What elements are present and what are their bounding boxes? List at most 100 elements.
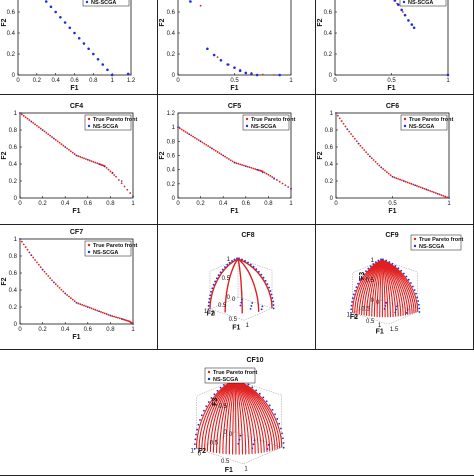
ns-scga-point xyxy=(354,289,356,292)
true-front-point xyxy=(90,307,93,310)
ns-scga-point xyxy=(365,270,367,273)
true-front-point xyxy=(423,187,426,190)
plot-frame-cf3 xyxy=(334,0,449,76)
true-front-arc xyxy=(237,258,243,314)
true-front-point xyxy=(342,122,345,125)
true-front-point xyxy=(126,188,129,191)
true-front-point xyxy=(201,141,204,144)
legend-label-ns-scga: NS-SCGA xyxy=(251,124,276,130)
true-front-point xyxy=(49,134,52,137)
legend-marker-ns-scga xyxy=(87,124,91,128)
plot-frame-cf1 xyxy=(17,0,132,76)
true-front-point xyxy=(378,164,381,167)
true-front-point xyxy=(120,182,123,185)
ns-scga-point xyxy=(270,293,273,296)
chart-panel-cf1: 00.20.40.60.811.200.20.40.60.81F1F2NS-SC… xyxy=(0,0,158,95)
ns-scga-point xyxy=(109,314,112,317)
x-tick-label: 0.4 xyxy=(61,327,70,333)
ns-scga-point xyxy=(249,307,252,310)
ns-scga-point xyxy=(250,72,253,76)
y-axis-label-cf1: F2 xyxy=(1,18,8,26)
true-front-point xyxy=(36,261,38,264)
true-front-point xyxy=(94,161,97,164)
true-front-point xyxy=(336,114,339,117)
true-front-point xyxy=(73,300,76,303)
legend-label-ns-scga: NS-SCGA xyxy=(408,0,433,6)
ns-scga-point xyxy=(413,289,416,291)
ns-scga-point xyxy=(367,267,370,270)
true-front-arc xyxy=(209,258,239,310)
y-tick-label: 0.6 xyxy=(324,10,333,16)
ns-scga-point xyxy=(417,303,420,306)
true-front-point xyxy=(370,157,373,160)
ns-scga-point xyxy=(249,263,252,266)
chart-title-cf5: CF5 xyxy=(228,103,241,110)
ns-scga-point xyxy=(261,171,264,174)
x-tick-label: 0.5 xyxy=(221,459,230,465)
ns-scga-point xyxy=(252,265,255,268)
true-front-point xyxy=(71,298,74,301)
legend-marker-ns-scga xyxy=(87,250,91,254)
ns-scga-point xyxy=(256,168,258,171)
true-front-point xyxy=(39,266,42,269)
z-tick-label: 1 xyxy=(227,257,231,263)
x-tick-label: 1 xyxy=(244,467,248,473)
true-front-point xyxy=(252,167,255,170)
true-front-point xyxy=(446,196,449,199)
legend-marker-true-front xyxy=(207,370,211,374)
true-front-point xyxy=(60,288,63,291)
x-axis-label-cf7: F1 xyxy=(72,334,80,341)
x-tick-label: 0.2 xyxy=(38,327,47,333)
ns-scga-point xyxy=(219,386,222,389)
legend-label-ns-scga: NS-SCGA xyxy=(409,124,434,130)
x-tick-label: 0 xyxy=(334,201,338,207)
ns-scga-point xyxy=(385,259,388,262)
ns-scga-point xyxy=(64,292,66,295)
ns-scga-point xyxy=(360,276,363,278)
true-front-point xyxy=(85,158,87,160)
ns-scga-point xyxy=(385,301,388,304)
true-front-point xyxy=(56,285,59,287)
axis-box-edge xyxy=(196,448,244,465)
chart-title-cf7: CF7 xyxy=(70,229,83,236)
ns-scga-point xyxy=(257,270,260,273)
axis-box-edge xyxy=(234,431,282,448)
y-tick-label: 0.8 xyxy=(9,128,18,134)
ns-scga-point xyxy=(226,63,230,66)
y-tick-label: 0.4 xyxy=(9,288,18,294)
ns-scga-point xyxy=(207,401,210,403)
true-front-point xyxy=(105,313,108,315)
x-tick-label: 0 xyxy=(333,78,337,84)
legend-label-true-front: True Pareto front xyxy=(409,117,453,123)
true-front-point xyxy=(367,153,369,156)
true-front-point xyxy=(359,144,362,147)
true-front-point xyxy=(85,305,87,308)
ns-scga-point xyxy=(63,21,67,24)
y-tick-label: 0.6 xyxy=(9,145,18,151)
x-tick-label: 0 xyxy=(212,312,216,318)
ns-scga-point xyxy=(210,290,213,293)
z-tick-label: 0 xyxy=(371,298,375,304)
ns-scga-point xyxy=(374,261,377,264)
true-front-point xyxy=(92,308,95,311)
ns-scga-point xyxy=(30,120,33,123)
z-tick-label: 0.5 xyxy=(222,276,231,282)
y-tick-label: 1 xyxy=(172,125,176,131)
ns-scga-point xyxy=(258,392,261,395)
true-front-point xyxy=(24,116,27,119)
x-tick-label: 0.2 xyxy=(33,78,42,84)
true-front-arc xyxy=(234,379,259,454)
true-front-point xyxy=(235,162,238,165)
true-front-point xyxy=(58,141,61,144)
y-tick-label: 1 xyxy=(191,449,195,455)
plot-frame-cf2 xyxy=(177,0,292,76)
ns-scga-point xyxy=(417,300,420,302)
true-front-point xyxy=(421,187,424,189)
ns-scga-point xyxy=(380,166,382,169)
true-front-point xyxy=(54,283,57,286)
true-front-arc xyxy=(234,379,268,452)
ns-scga-point xyxy=(272,307,275,310)
true-front-point xyxy=(96,309,99,312)
ns-scga-point xyxy=(199,419,201,421)
true-front-point xyxy=(431,190,433,193)
